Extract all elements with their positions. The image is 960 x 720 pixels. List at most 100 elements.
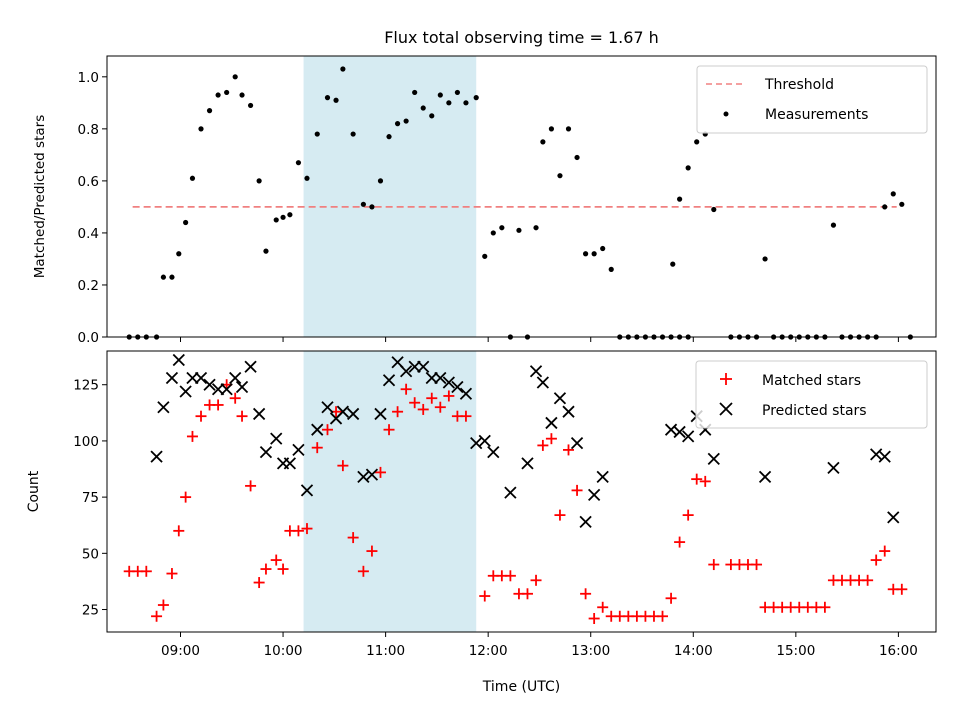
matched-stars-point: [554, 509, 566, 521]
panel-top-ylabel: Matched/Predicted stars: [32, 115, 48, 278]
measurements-point: [206, 108, 213, 114]
matched-stars-point: [195, 410, 207, 422]
y-tick-label: 0.8: [78, 122, 99, 138]
panel-bottom-frame: [106, 350, 937, 633]
measurements-point: [582, 251, 589, 257]
measurements-point: [394, 121, 401, 127]
predicted-stars-point: [194, 371, 208, 385]
panel-bottom-ylabel: Count: [26, 470, 42, 512]
matched-stars-point: [426, 392, 438, 404]
matched-stars-point: [665, 592, 677, 604]
matched-stars-point: [819, 601, 831, 613]
measurements-point: [420, 105, 426, 111]
measurements-point: [454, 89, 461, 96]
matched-stars-point: [409, 397, 421, 409]
matched-stars-point: [366, 545, 378, 557]
legend-matched-swatch: [720, 373, 732, 385]
matched-stars-point: [571, 484, 583, 496]
y-tick-label: 25: [82, 603, 99, 619]
panel-top-y-ticks: 0.0 0.2 0.4 0.6 0.8 1.0: [78, 70, 107, 346]
predicted-stars-point: [596, 470, 609, 484]
measurements-point: [574, 154, 580, 161]
predicted-stars-point: [172, 353, 185, 367]
matched-stars-point: [545, 433, 557, 445]
measurements-point: [540, 139, 546, 145]
predicted-stars-point: [374, 407, 387, 421]
predicted-stars-point: [252, 407, 266, 421]
predicted-stars-point: [707, 452, 720, 466]
measurements-point: [437, 92, 443, 98]
matched-stars-point: [301, 523, 313, 535]
measurements-point: [314, 131, 320, 137]
measurements-point: [890, 191, 896, 197]
predicted-stars-point: [682, 430, 695, 443]
matched-stars-point: [374, 466, 386, 478]
matched-stars-point: [479, 590, 491, 602]
panel-bottom: 25 50 75 100 125 09:00 10:00 11:00 12:00 13:00 14…: [26, 350, 937, 695]
panel-bottom-x-ticks: 09:00 10:00 11:00 12:00 13:00 14:00 15:00 16:00: [161, 632, 918, 659]
matched-stars-point: [186, 430, 198, 442]
y-tick-label: 100: [73, 434, 99, 450]
measurements-point: [256, 178, 262, 184]
matched-stars-point: [347, 532, 359, 544]
x-tick-label: 11:00: [366, 643, 405, 659]
measurements-point: [412, 89, 418, 96]
measurements-point: [608, 266, 614, 272]
legend-predicted-label: Predicted stars: [762, 403, 867, 419]
measurements-point: [215, 92, 221, 98]
measurements-point: [263, 248, 269, 254]
measurements-point: [600, 245, 606, 252]
predicted-stars-point: [758, 470, 772, 484]
x-tick-label: 16:00: [879, 643, 918, 659]
matched-stars-point: [245, 480, 257, 492]
measurements-point: [670, 261, 676, 267]
matched-stars-point: [708, 559, 720, 571]
legend-box: [695, 360, 928, 429]
predicted-stars-point: [179, 385, 192, 398]
panel-bottom-highlight-span: [303, 351, 477, 632]
matched-stars-point: [260, 563, 272, 575]
predicted-stars-point: [382, 374, 396, 387]
measurements-point: [557, 173, 563, 179]
y-tick-label: 75: [82, 490, 99, 506]
matched-stars-point: [270, 554, 282, 566]
measurements-point: [548, 126, 555, 132]
matched-stars-point: [253, 577, 265, 589]
predicted-stars-point: [235, 380, 249, 394]
measurements-point: [429, 113, 435, 119]
measurements-point: [224, 89, 230, 96]
panel-bottom-plot-area: [123, 353, 908, 625]
predicted-stars-point: [311, 423, 324, 436]
measurements-point: [762, 256, 768, 262]
measurements-point: [446, 100, 452, 106]
measurements-point: [280, 214, 286, 220]
predicted-stars-point: [536, 376, 550, 389]
measurements-point: [591, 251, 597, 257]
predicted-stars-point: [283, 457, 297, 470]
predicted-stars-point: [478, 434, 491, 448]
measurements-point: [247, 102, 254, 109]
measurements-point: [333, 97, 339, 103]
legend-measurements-swatch: [723, 111, 729, 117]
x-tick-label: 10:00: [264, 643, 303, 659]
x-tick-label: 12:00: [469, 643, 508, 659]
measurements-point: [369, 204, 375, 210]
matched-stars-point: [151, 610, 163, 622]
matched-stars-point: [588, 613, 600, 625]
measurements-point: [473, 95, 479, 101]
matched-stars-point: [173, 525, 185, 537]
matched-stars-point: [460, 410, 472, 422]
measurements-point: [516, 227, 522, 233]
y-tick-label: 0.6: [78, 174, 99, 190]
matched-stars-point: [530, 574, 542, 586]
measurements-point: [340, 66, 346, 72]
matched-stars-point: [504, 570, 516, 582]
matched-stars-point: [691, 473, 703, 485]
measurements-point: [899, 201, 905, 207]
y-tick-label: 0.0: [78, 330, 99, 346]
predicted-stars-point: [521, 457, 534, 470]
predicted-stars-point: [365, 468, 379, 481]
y-tick-label: 50: [82, 546, 99, 562]
predicted-stars-point: [244, 360, 257, 373]
matched-stars-point: [751, 559, 763, 571]
